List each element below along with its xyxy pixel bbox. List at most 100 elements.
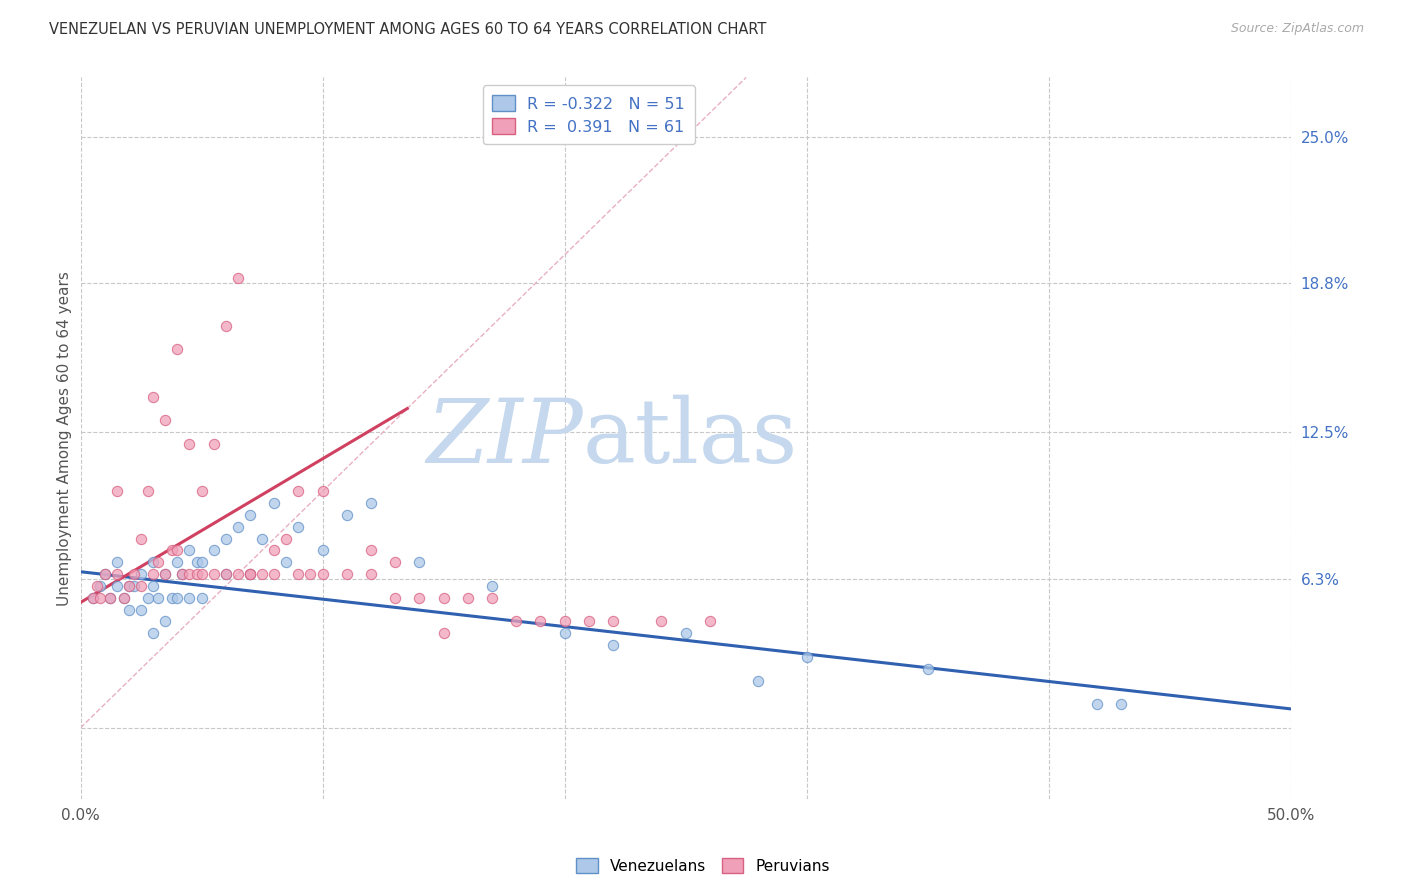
Point [98, 591, 121, 605]
Point [408, 591, 430, 605]
Point [122, 567, 145, 582]
Point [93, 567, 115, 582]
Point [129, 567, 152, 582]
Point [166, 343, 188, 357]
Point [529, 615, 551, 629]
Point [93, 567, 115, 582]
Point [1085, 697, 1108, 711]
Point [384, 555, 406, 569]
Point [457, 591, 479, 605]
Point [432, 626, 454, 640]
Point [311, 567, 333, 582]
Point [166, 555, 188, 569]
Point [215, 532, 238, 546]
Point [89, 579, 111, 593]
Text: atlas: atlas [582, 394, 799, 482]
Point [250, 567, 273, 582]
Point [287, 484, 309, 499]
Point [136, 591, 159, 605]
Point [172, 567, 194, 582]
Point [675, 626, 697, 640]
Point [190, 555, 212, 569]
Point [336, 567, 359, 582]
Point [276, 532, 298, 546]
Point [287, 520, 309, 534]
Point [179, 543, 201, 558]
Point [146, 555, 169, 569]
Point [215, 567, 238, 582]
Point [432, 591, 454, 605]
Point [129, 602, 152, 616]
Point [146, 591, 169, 605]
Point [112, 591, 135, 605]
Point [118, 579, 141, 593]
Point [155, 567, 177, 582]
Point [650, 615, 672, 629]
Point [226, 520, 249, 534]
Point [554, 626, 576, 640]
Point [263, 567, 285, 582]
Point [190, 591, 212, 605]
Point [142, 567, 165, 582]
Point [602, 638, 624, 652]
Point [186, 555, 208, 569]
Point [172, 567, 194, 582]
Point [602, 615, 624, 629]
Point [311, 484, 333, 499]
Point [239, 567, 262, 582]
Point [239, 567, 262, 582]
Point [287, 567, 309, 582]
Point [360, 496, 382, 510]
Point [166, 591, 188, 605]
Point [239, 567, 262, 582]
Point [142, 390, 165, 404]
Point [202, 567, 225, 582]
Point [105, 567, 128, 582]
Point [166, 543, 188, 558]
Point [162, 543, 184, 558]
Point [105, 555, 128, 569]
Point [481, 591, 503, 605]
Point [239, 508, 262, 522]
Point [250, 532, 273, 546]
Point [747, 673, 769, 688]
Point [155, 615, 177, 629]
Point [360, 567, 382, 582]
Point [155, 413, 177, 427]
Point [263, 496, 285, 510]
Text: ZIP: ZIP [426, 394, 582, 482]
Y-axis label: Unemployment Among Ages 60 to 64 years: Unemployment Among Ages 60 to 64 years [58, 270, 72, 606]
Point [276, 555, 298, 569]
Point [699, 615, 721, 629]
Point [98, 591, 121, 605]
Point [179, 567, 201, 582]
Legend: R = -0.322   N = 51, R =  0.391   N = 61: R = -0.322 N = 51, R = 0.391 N = 61 [482, 86, 695, 145]
Point [86, 579, 108, 593]
Point [299, 567, 322, 582]
Point [136, 484, 159, 499]
Point [917, 662, 939, 676]
Point [384, 591, 406, 605]
Point [1111, 697, 1133, 711]
Point [202, 437, 225, 451]
Point [142, 555, 165, 569]
Point [129, 579, 152, 593]
Point [505, 615, 527, 629]
Point [226, 567, 249, 582]
Point [122, 579, 145, 593]
Point [481, 579, 503, 593]
Point [186, 567, 208, 582]
Point [155, 567, 177, 582]
Point [578, 615, 600, 629]
Point [202, 543, 225, 558]
Point [554, 615, 576, 629]
Point [118, 579, 141, 593]
Point [162, 591, 184, 605]
Point [129, 532, 152, 546]
Point [263, 543, 285, 558]
Point [105, 579, 128, 593]
Point [179, 437, 201, 451]
Point [89, 591, 111, 605]
Point [82, 591, 104, 605]
Point [190, 567, 212, 582]
